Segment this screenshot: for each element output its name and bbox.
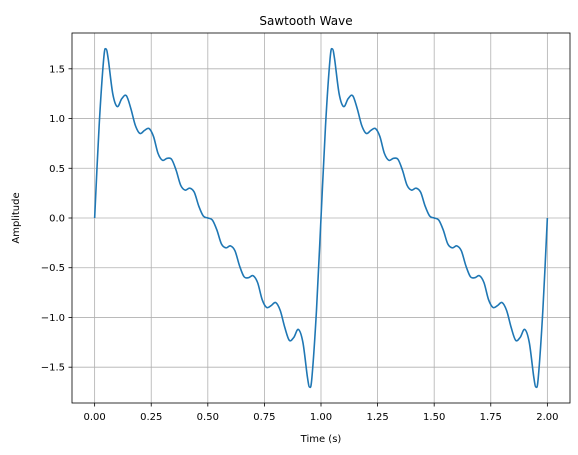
chart-title: Sawtooth Wave (259, 14, 352, 28)
y-tick-label: 0.5 (49, 164, 65, 175)
y-axis-label: Amplitude (11, 192, 22, 243)
y-tick-label: −0.5 (41, 263, 65, 274)
y-tick-label: 1.5 (49, 64, 65, 75)
x-axis-ticks: 0.00 0.25 0.50 0.75 1.00 1.25 1.50 1.75 2.00 (84, 403, 558, 423)
x-tick-label: 1.25 (366, 412, 388, 423)
x-axis-label: Time (s) (300, 434, 342, 445)
x-tick-label: 0.50 (197, 412, 219, 423)
x-tick-label: 0.75 (253, 412, 275, 423)
x-tick-label: 1.00 (310, 412, 332, 423)
y-tick-label: 0.0 (49, 214, 65, 225)
x-tick-label: 2.00 (536, 412, 558, 423)
x-tick-label: 0.25 (140, 412, 162, 423)
y-tick-label: −1.0 (41, 313, 65, 324)
series-layer (93, 47, 549, 389)
x-tick-label: 1.75 (480, 412, 502, 423)
y-axis-ticks: −1.5 −1.0 −0.5 0.0 0.5 1.0 1.5 (41, 64, 72, 374)
series-line (93, 47, 549, 389)
x-tick-label: 0.00 (84, 412, 106, 423)
y-tick-label: 1.0 (49, 114, 65, 125)
y-tick-label: −1.5 (41, 363, 65, 374)
x-tick-label: 1.50 (423, 412, 445, 423)
